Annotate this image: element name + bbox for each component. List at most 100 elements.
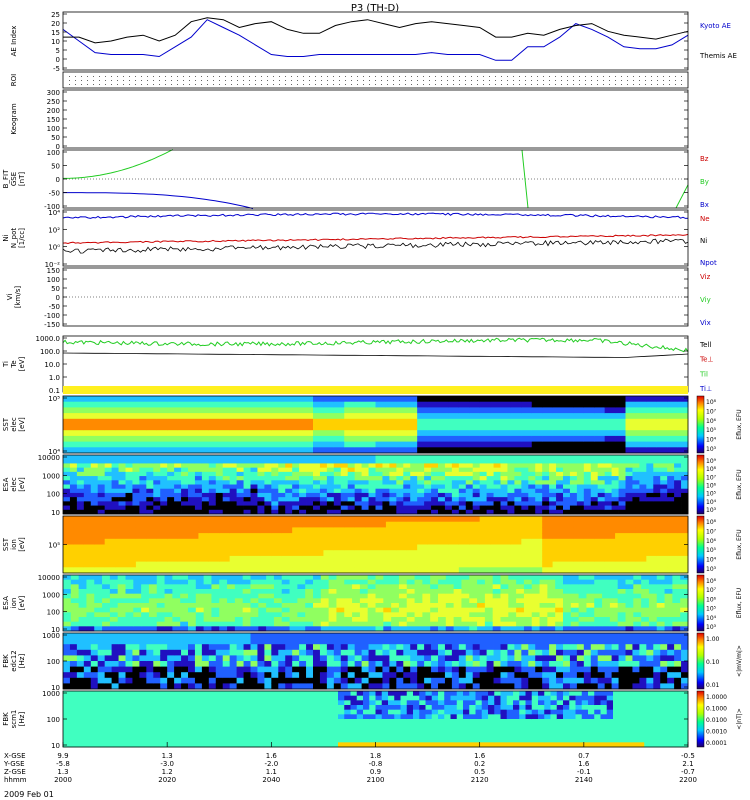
- heatmap-cell: [167, 555, 178, 562]
- heatmap-cell: [385, 521, 397, 528]
- heatmap-cell: [164, 617, 173, 623]
- heatmap-cell: [375, 633, 383, 639]
- roi-dot: [453, 80, 454, 81]
- heatmap-cell: [167, 467, 175, 473]
- heatmap-cell: [133, 579, 142, 585]
- heatmap-cell: [125, 471, 133, 477]
- heatmap-cell: [422, 584, 431, 590]
- colorbar-label: Eflux, EFU: [736, 529, 743, 559]
- heatmap-cell: [63, 612, 72, 618]
- heatmap-cell: [556, 655, 564, 662]
- heatmap-cell: [486, 649, 494, 656]
- heatmap-cell: [83, 567, 95, 574]
- heatmap-cell: [625, 589, 634, 595]
- heatmap-cell: [195, 584, 205, 590]
- heatmap-cell: [156, 441, 168, 448]
- heatmap-cell: [542, 471, 550, 477]
- heatmap-cell: [313, 550, 324, 557]
- heatmap-cell: [576, 661, 585, 667]
- heatmap-cell: [139, 633, 147, 639]
- heatmap-cell: [271, 644, 279, 651]
- heatmap-cell: [389, 476, 397, 481]
- heatmap-cell: [417, 672, 425, 679]
- heatmap-cell: [63, 626, 72, 632]
- heatmap-cell: [514, 683, 522, 690]
- heatmap-cell: [507, 683, 515, 690]
- heatmap-cell: [135, 521, 147, 528]
- heatmap-cell: [465, 661, 474, 667]
- roi-dot: [69, 80, 70, 81]
- heatmap-cell: [242, 603, 251, 609]
- heatmap-cell: [73, 424, 85, 431]
- roi-dot: [291, 76, 292, 77]
- heatmap-cell: [219, 538, 231, 545]
- heatmap-cell: [250, 521, 262, 528]
- heatmap-cell: [188, 538, 199, 545]
- heatmap-cell: [90, 655, 99, 662]
- roi-dot: [279, 84, 280, 85]
- heatmap-cell: [208, 677, 217, 684]
- heatmap-cell: [73, 407, 85, 414]
- heatmap-cell: [63, 661, 71, 667]
- roi-dot: [489, 76, 490, 77]
- heatmap-cell: [188, 633, 196, 639]
- heatmap-cell: [281, 589, 290, 595]
- heatmap-cell: [271, 463, 279, 469]
- y-axis-label: elec: [10, 417, 18, 432]
- heatmap-cell: [132, 638, 140, 645]
- heatmap-cell: [514, 655, 522, 662]
- heatmap-cell: [281, 607, 290, 613]
- heatmap-cell: [674, 471, 682, 477]
- heatmap-cell: [117, 598, 126, 604]
- heatmap-cell: [549, 672, 557, 679]
- heatmap-cell: [660, 661, 668, 667]
- heatmap-cell: [674, 484, 682, 490]
- heatmap-cell: [586, 575, 595, 581]
- heatmap-cell: [146, 672, 154, 679]
- heatmap-cell: [73, 521, 85, 528]
- heatmap-cell: [664, 584, 673, 590]
- heatmap-cell: [547, 598, 556, 604]
- heatmap-cell: [492, 589, 501, 595]
- heatmap-cell: [656, 589, 665, 595]
- heatmap-cell: [594, 407, 606, 414]
- heatmap-cell: [375, 617, 384, 623]
- heatmap-cell: [510, 447, 522, 454]
- y-tick-label: -100: [44, 203, 60, 211]
- heatmap-cell: [618, 501, 626, 506]
- heatmap-cell: [597, 633, 606, 639]
- heatmap-cell: [188, 467, 196, 473]
- heatmap-cell: [611, 492, 619, 498]
- heatmap-cell: [94, 607, 103, 613]
- heatmap-cell: [333, 497, 342, 502]
- heatmap-cell: [188, 497, 196, 502]
- panel-frame: [62, 335, 689, 393]
- heatmap-cell: [278, 463, 286, 469]
- heatmap-cell: [674, 476, 682, 481]
- heatmap-cell: [403, 633, 411, 639]
- heatmap-cell: [646, 683, 654, 690]
- heatmap-cell: [492, 575, 501, 581]
- heatmap-cell: [195, 603, 205, 609]
- heatmap-cell: [583, 516, 595, 523]
- heatmap-cell: [653, 672, 661, 679]
- heatmap-cell: [677, 413, 689, 420]
- heatmap-cell: [164, 607, 173, 613]
- roi-dot: [189, 84, 190, 85]
- heatmap-cell: [396, 509, 404, 515]
- heatmap-cell: [167, 497, 175, 502]
- heatmap-cell: [285, 484, 293, 490]
- heatmap-cell: [208, 467, 217, 473]
- heatmap-cell: [333, 644, 342, 651]
- heatmap-cell: [278, 509, 286, 515]
- heatmap-cell: [635, 538, 647, 545]
- heatmap-cell: [333, 672, 342, 679]
- heatmap-cell: [326, 501, 335, 506]
- heatmap-cell: [660, 476, 668, 481]
- heatmap-cell: [97, 649, 106, 656]
- heatmap-cell: [514, 505, 522, 511]
- heatmap-cell: [313, 533, 324, 540]
- heatmap-cell: [125, 521, 137, 528]
- heatmap-cell: [333, 407, 345, 414]
- heatmap-cell: [667, 407, 678, 414]
